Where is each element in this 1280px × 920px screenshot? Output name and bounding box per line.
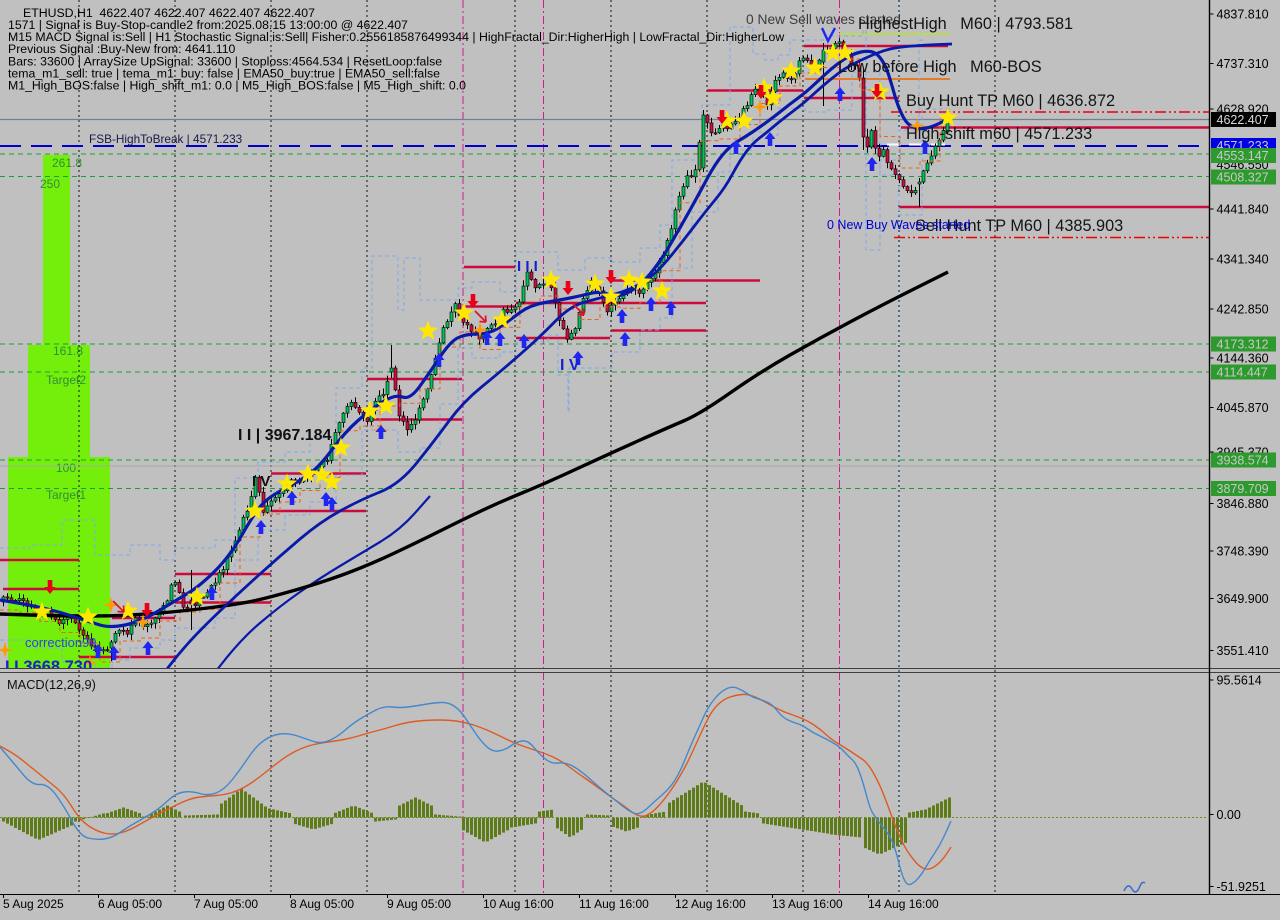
svg-text:3748.390: 3748.390 bbox=[1217, 545, 1269, 559]
svg-text:3938.574: 3938.574 bbox=[1217, 454, 1269, 468]
svg-text:High-shift m60 | 4571.233: High-shift m60 | 4571.233 bbox=[906, 125, 1092, 143]
svg-text:8 Aug 05:00: 8 Aug 05:00 bbox=[290, 897, 354, 911]
svg-text:I I I: I I I bbox=[517, 258, 538, 275]
svg-text:I V: I V bbox=[560, 357, 580, 374]
svg-text:3879.709: 3879.709 bbox=[1217, 482, 1269, 496]
svg-text:1571 | Signal is Buy-Stop-cand: 1571 | Signal is Buy-Stop-candle2 from:2… bbox=[8, 18, 408, 32]
svg-text:4622.407: 4622.407 bbox=[1217, 113, 1269, 127]
svg-text:0 New Sell waves started: 0 New Sell waves started bbox=[746, 12, 901, 27]
svg-text:9 Aug 05:00: 9 Aug 05:00 bbox=[387, 897, 451, 911]
svg-text:Previous Signal :Buy-New from:: Previous Signal :Buy-New from: 4641.110 bbox=[8, 42, 236, 56]
svg-text:261.8: 261.8 bbox=[52, 156, 82, 170]
svg-text:100: 100 bbox=[56, 461, 76, 475]
svg-text:HighestHigh M60 | 4793.581: HighestHigh M60 | 4793.581 bbox=[858, 15, 1073, 33]
svg-text:-51.9251: -51.9251 bbox=[1217, 880, 1266, 894]
svg-text:correction99: correction99 bbox=[25, 635, 97, 650]
svg-text:12 Aug 16:00: 12 Aug 16:00 bbox=[675, 897, 746, 911]
svg-text:I I 3668.730: I I 3668.730 bbox=[5, 658, 92, 676]
svg-text:Low before High M60-BOS: Low before High M60-BOS bbox=[838, 58, 1042, 76]
svg-text:6 Aug 05:00: 6 Aug 05:00 bbox=[98, 897, 162, 911]
svg-text:3649.900: 3649.900 bbox=[1217, 592, 1269, 606]
svg-text:I V: I V bbox=[252, 473, 270, 490]
svg-text:M1_High_BOS:false | High_shif: M1_High_BOS:false | High_shift_m1: 0.0 |… bbox=[8, 79, 466, 93]
svg-text:3846.880: 3846.880 bbox=[1217, 497, 1269, 511]
svg-text:4144.360: 4144.360 bbox=[1217, 352, 1269, 366]
svg-text:0.00: 0.00 bbox=[1217, 808, 1241, 822]
svg-text:0 New Buy Waves started: 0 New Buy Waves started bbox=[827, 218, 970, 232]
svg-text:Bars: 33600 | ArraySize UpSig: Bars: 33600 | ArraySize UpSignal: 33600 … bbox=[8, 55, 442, 69]
svg-text:I I | 3967.184: I I | 3967.184 bbox=[238, 427, 332, 444]
svg-text:250: 250 bbox=[40, 177, 60, 191]
svg-text:Buy Hunt TP M60 | 4636.872: Buy Hunt TP M60 | 4636.872 bbox=[906, 92, 1115, 110]
svg-text:4173.312: 4173.312 bbox=[1217, 338, 1269, 352]
svg-text:14 Aug 16:00: 14 Aug 16:00 bbox=[868, 897, 939, 911]
svg-text:Sell Hunt TP M60 | 4385.903: Sell Hunt TP M60 | 4385.903 bbox=[915, 217, 1123, 235]
svg-text:ETHUSD,H1 4622.407 4622.407 4: ETHUSD,H1 4622.407 4622.407 4622.407 462… bbox=[23, 6, 315, 20]
svg-text:4045.870: 4045.870 bbox=[1217, 401, 1269, 415]
svg-text:tema_m1_sell: true | tema_m1_: tema_m1_sell: true | tema_m1_buy: false … bbox=[8, 67, 440, 81]
svg-text:4737.310: 4737.310 bbox=[1217, 57, 1269, 71]
svg-text:4508.327: 4508.327 bbox=[1217, 171, 1269, 185]
svg-text:M15 MACD Signal is:Sell | H1 S: M15 MACD Signal is:Sell | H1 Stochastic … bbox=[8, 30, 784, 44]
svg-text:FSB-HighToBreak | 4571.233: FSB-HighToBreak | 4571.233 bbox=[89, 132, 243, 146]
svg-text:5 Aug 2025: 5 Aug 2025 bbox=[3, 897, 64, 911]
svg-text:11 Aug 16:00: 11 Aug 16:00 bbox=[579, 897, 649, 911]
svg-text:MACD(12,26,9): MACD(12,26,9) bbox=[7, 677, 96, 692]
svg-text:161.8: 161.8 bbox=[53, 344, 83, 358]
svg-text:4553.147: 4553.147 bbox=[1217, 149, 1269, 163]
svg-text:95.5614: 95.5614 bbox=[1217, 674, 1262, 688]
svg-text:13 Aug 16:00: 13 Aug 16:00 bbox=[772, 897, 843, 911]
svg-text:Target1: Target1 bbox=[46, 488, 86, 502]
svg-text:10 Aug 16:00: 10 Aug 16:00 bbox=[483, 897, 554, 911]
svg-text:4114.447: 4114.447 bbox=[1217, 366, 1268, 380]
svg-text:3551.410: 3551.410 bbox=[1217, 644, 1269, 658]
svg-text:7 Aug 05:00: 7 Aug 05:00 bbox=[194, 897, 258, 911]
svg-text:4441.840: 4441.840 bbox=[1217, 203, 1269, 217]
svg-text:4837.810: 4837.810 bbox=[1217, 8, 1269, 22]
svg-text:4341.340: 4341.340 bbox=[1217, 253, 1269, 267]
svg-text:Target2: Target2 bbox=[46, 373, 86, 387]
svg-text:4242.850: 4242.850 bbox=[1217, 303, 1269, 317]
